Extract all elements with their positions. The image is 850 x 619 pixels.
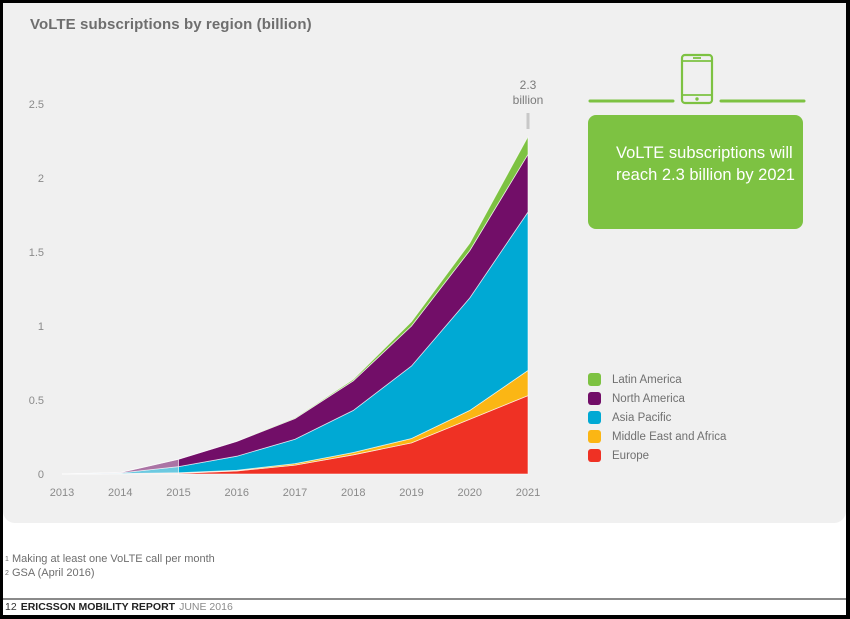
- page-footer: 12 ERICSSON MOBILITY REPORT JUNE 2016: [5, 601, 233, 613]
- x-tick-label: 2021: [516, 487, 540, 499]
- y-tick-label: 0: [38, 469, 44, 481]
- total-annotation: 2.3 billion: [513, 78, 544, 129]
- chart-areas: [61, 136, 529, 475]
- x-tick-label: 2018: [341, 487, 365, 499]
- callout-box: VoLTE subscriptions will reach 2.3 billi…: [588, 115, 803, 229]
- publication-name: ERICSSON MOBILITY REPORT: [20, 601, 176, 613]
- footnote-marker: 1: [5, 556, 9, 563]
- footnote-2: 2 GSA (April 2016): [5, 567, 215, 581]
- legend-swatch: [588, 411, 601, 424]
- x-tick-label: 2015: [166, 487, 190, 499]
- page-number: 12: [5, 601, 17, 613]
- footnote-text: GSA (April 2016): [11, 566, 95, 579]
- chart-panel: VoLTE subscriptions by region (billion) …: [3, 3, 846, 523]
- footnotes: 1 Making at least one VoLTE call per mon…: [5, 553, 215, 580]
- annotation-value: 2.3: [520, 78, 537, 92]
- publication-date: JUNE 2016: [179, 601, 233, 613]
- y-axis-ticks: 0 0.5 1 1.5 2 2.5: [29, 99, 44, 481]
- footnote-marker: 2: [5, 569, 9, 577]
- x-axis-ticks: 2013 2014 2015 2016 2017 2018 2019 2020 2021: [50, 487, 540, 499]
- y-tick-label: 0.5: [29, 395, 44, 407]
- legend-swatch: [588, 373, 601, 386]
- legend-item-north-america: North America: [588, 389, 726, 408]
- callout-text: VoLTE subscriptions will reach 2.3 billi…: [616, 144, 795, 184]
- x-tick-label: 2020: [458, 487, 482, 499]
- footnote-text: Making at least one VoLTE call per month: [11, 553, 215, 565]
- y-tick-label: 1.5: [29, 247, 44, 259]
- legend-label: North America: [612, 392, 685, 405]
- x-tick-label: 2013: [50, 487, 74, 499]
- x-tick-label: 2019: [399, 487, 423, 499]
- x-tick-label: 2017: [283, 487, 307, 499]
- area-latin-america-forecast: [178, 136, 529, 460]
- annotation-marker: [526, 113, 530, 129]
- chart-legend: Latin America North America Asia Pacific…: [588, 370, 726, 465]
- legend-item-middle-east-africa: Middle East and Africa: [588, 427, 726, 446]
- callout-header: [588, 53, 806, 105]
- annotation-unit: billion: [513, 93, 544, 107]
- legend-label: Europe: [612, 449, 650, 462]
- legend-swatch: [588, 449, 601, 462]
- legend-label: Latin America: [612, 373, 682, 386]
- x-tick-label: 2014: [108, 487, 132, 499]
- chart-title: VoLTE subscriptions by region (billion): [30, 16, 312, 33]
- legend-item-latin-america: Latin America: [588, 370, 726, 389]
- legend-label: Asia Pacific: [612, 411, 672, 424]
- smartphone-icon: [680, 53, 714, 105]
- legend-swatch: [588, 430, 601, 443]
- report-page: VoLTE subscriptions by region (billion) …: [3, 3, 846, 615]
- y-tick-label: 1: [38, 321, 44, 333]
- legend-label: Middle East and Africa: [612, 430, 727, 443]
- legend-swatch: [588, 392, 601, 405]
- y-tick-label: 2.5: [29, 99, 44, 111]
- legend-item-asia-pacific: Asia Pacific: [588, 408, 726, 427]
- legend-item-europe: Europe: [588, 446, 726, 465]
- footer-divider: [3, 598, 846, 600]
- area-chart: 00.511.522.5 2013 2014 2015 2016 2017 2018 201…: [29, 53, 806, 499]
- footnote-1: 1 Making at least one VoLTE call per mon…: [5, 553, 215, 567]
- y-tick-label: 2: [38, 173, 44, 185]
- x-tick-label: 2016: [225, 487, 249, 499]
